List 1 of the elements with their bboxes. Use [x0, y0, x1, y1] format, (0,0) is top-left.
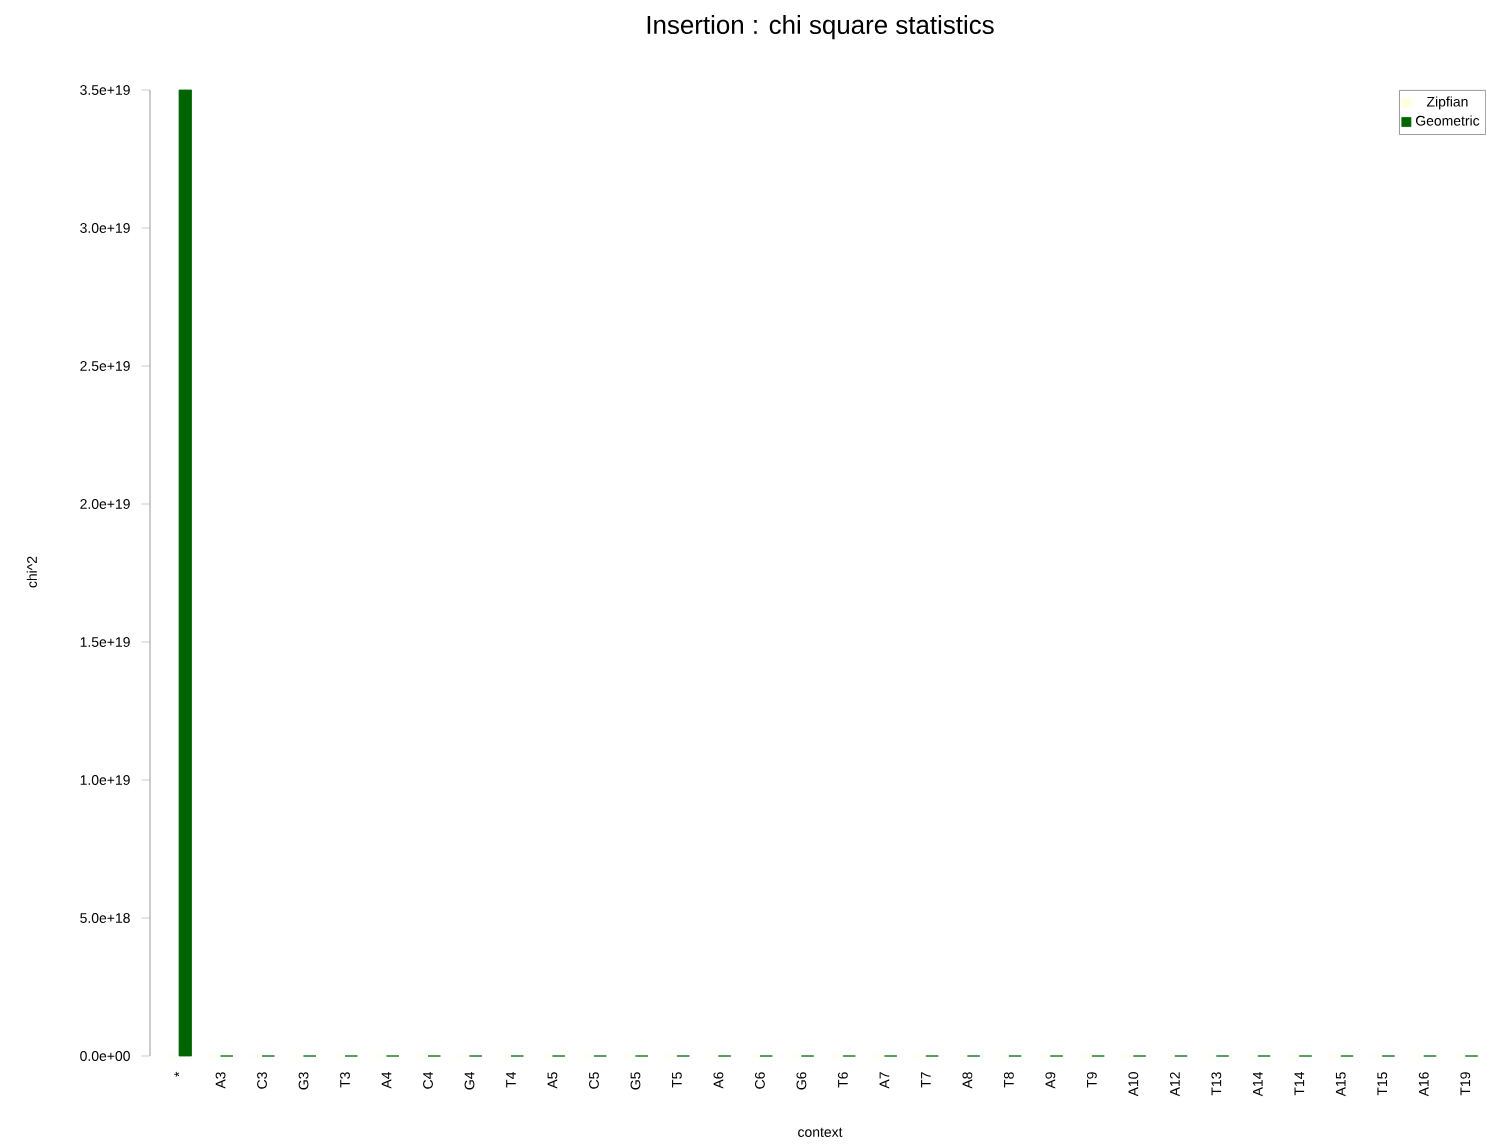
chart-title: Insertion : chi square statistics — [647, 15, 994, 40]
